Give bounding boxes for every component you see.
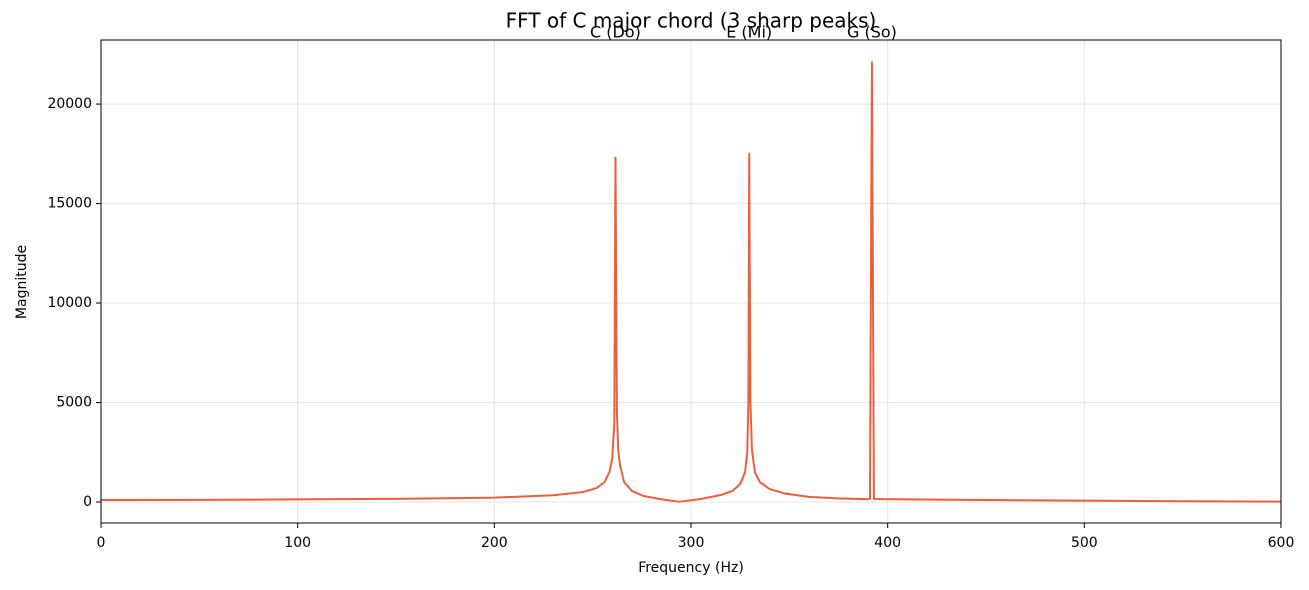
y-tick-label: 10000 [47, 295, 92, 311]
x-tick-label: 600 [1268, 535, 1295, 551]
peak-annotation: G (So) [847, 23, 897, 42]
y-tick-label: 20000 [47, 96, 92, 112]
x-tick-label: 0 [97, 535, 106, 551]
y-tick-label: 0 [83, 494, 92, 510]
y-tick-label: 5000 [56, 395, 92, 411]
x-tick-label: 300 [678, 535, 705, 551]
y-axis-label: Magnitude [14, 245, 30, 319]
x-axis-label: Frequency (Hz) [638, 560, 744, 576]
line-series [100, 61, 1282, 503]
peak-annotation: C (Do) [590, 23, 641, 42]
x-tick-label: 100 [284, 535, 311, 551]
y-tick-label: 15000 [47, 196, 92, 212]
x-tick-label: 500 [1071, 535, 1098, 551]
chart-title: FFT of C major chord (3 sharp peaks) [506, 9, 877, 33]
peak-annotation: E (Mi) [726, 23, 772, 42]
x-tick-label: 200 [481, 535, 508, 551]
x-tick-label: 400 [874, 535, 901, 551]
grid [100, 40, 1282, 523]
plot [100, 61, 1282, 503]
